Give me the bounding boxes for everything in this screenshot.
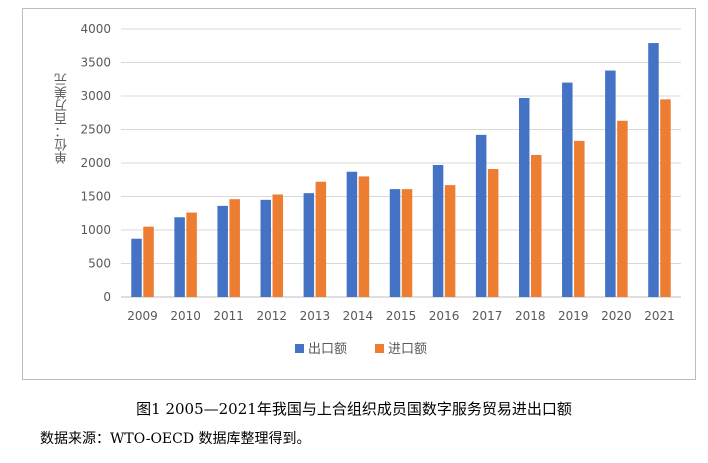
bar-export bbox=[217, 205, 228, 297]
x-tick-label: 2020 bbox=[601, 309, 632, 323]
y-tick-label: 3000 bbox=[80, 89, 111, 103]
y-tick-label: 1500 bbox=[80, 190, 111, 204]
bar-export bbox=[518, 98, 530, 297]
x-tick-label: 2018 bbox=[515, 309, 546, 323]
bar-export bbox=[432, 165, 444, 297]
bar-export bbox=[389, 189, 401, 297]
bar-chart: 0 500 1000 1500 2000 2500 3000 3500 4000 2009 2010… bbox=[80, 22, 681, 357]
x-tick-label: 2009 bbox=[127, 309, 158, 323]
y-tick-label: 2500 bbox=[80, 123, 111, 137]
x-tick-label: 2015 bbox=[386, 309, 417, 323]
bar-import bbox=[358, 176, 370, 297]
bar-import bbox=[444, 185, 456, 297]
bar-export bbox=[475, 134, 487, 297]
x-tick-label: 2013 bbox=[300, 309, 331, 323]
bar-export bbox=[346, 171, 358, 297]
x-tick-label: 2016 bbox=[429, 309, 460, 323]
y-tick-label: 4000 bbox=[80, 22, 111, 36]
x-tick-label: 2011 bbox=[213, 309, 244, 323]
x-tick-label: 2019 bbox=[558, 309, 589, 323]
legend-label-export: 出口额 bbox=[308, 342, 347, 357]
chart-frame: 单位：百万美元 0 500 1000 1500 2000 2500 3000 3500 4000… bbox=[22, 8, 696, 380]
x-tick-label: 2021 bbox=[644, 309, 675, 323]
bar-export bbox=[605, 70, 616, 297]
x-tick-label: 2012 bbox=[256, 309, 287, 323]
bar-export bbox=[562, 82, 573, 297]
y-tick-label: 500 bbox=[88, 257, 111, 271]
y-tick-label: 0 bbox=[103, 290, 111, 304]
bar-export bbox=[174, 217, 185, 297]
legend-swatch-export bbox=[295, 344, 304, 353]
data-source-note: 数据来源：WTO-OECD 数据库整理得到。 bbox=[40, 431, 311, 447]
bar-import bbox=[617, 120, 628, 297]
bar-import bbox=[660, 99, 671, 297]
bar-import bbox=[229, 199, 240, 297]
bar-import bbox=[487, 169, 499, 297]
legend-swatch-import bbox=[375, 344, 384, 353]
bar-import bbox=[272, 194, 284, 297]
bar-export bbox=[303, 193, 315, 297]
figure-caption: 图1 2005—2021年我国与上合组织成员国数字服务贸易进出口额 bbox=[136, 400, 572, 418]
bar-import bbox=[315, 181, 327, 297]
y-tick-label: 1000 bbox=[80, 223, 111, 237]
legend-label-import: 进口额 bbox=[388, 342, 427, 357]
bar-import bbox=[143, 226, 154, 297]
bar-export bbox=[131, 238, 142, 297]
bar-import bbox=[186, 212, 197, 297]
x-tick-label: 2010 bbox=[170, 309, 201, 323]
y-tick-label: 2000 bbox=[80, 156, 111, 170]
bar-import bbox=[401, 189, 413, 297]
y-tick-label: 3500 bbox=[80, 56, 111, 70]
bar-import bbox=[530, 154, 542, 297]
bar-export bbox=[648, 43, 659, 297]
x-tick-label: 2017 bbox=[472, 309, 503, 323]
bar-export bbox=[260, 199, 272, 297]
x-tick-label: 2014 bbox=[343, 309, 374, 323]
bar-import bbox=[574, 140, 585, 297]
